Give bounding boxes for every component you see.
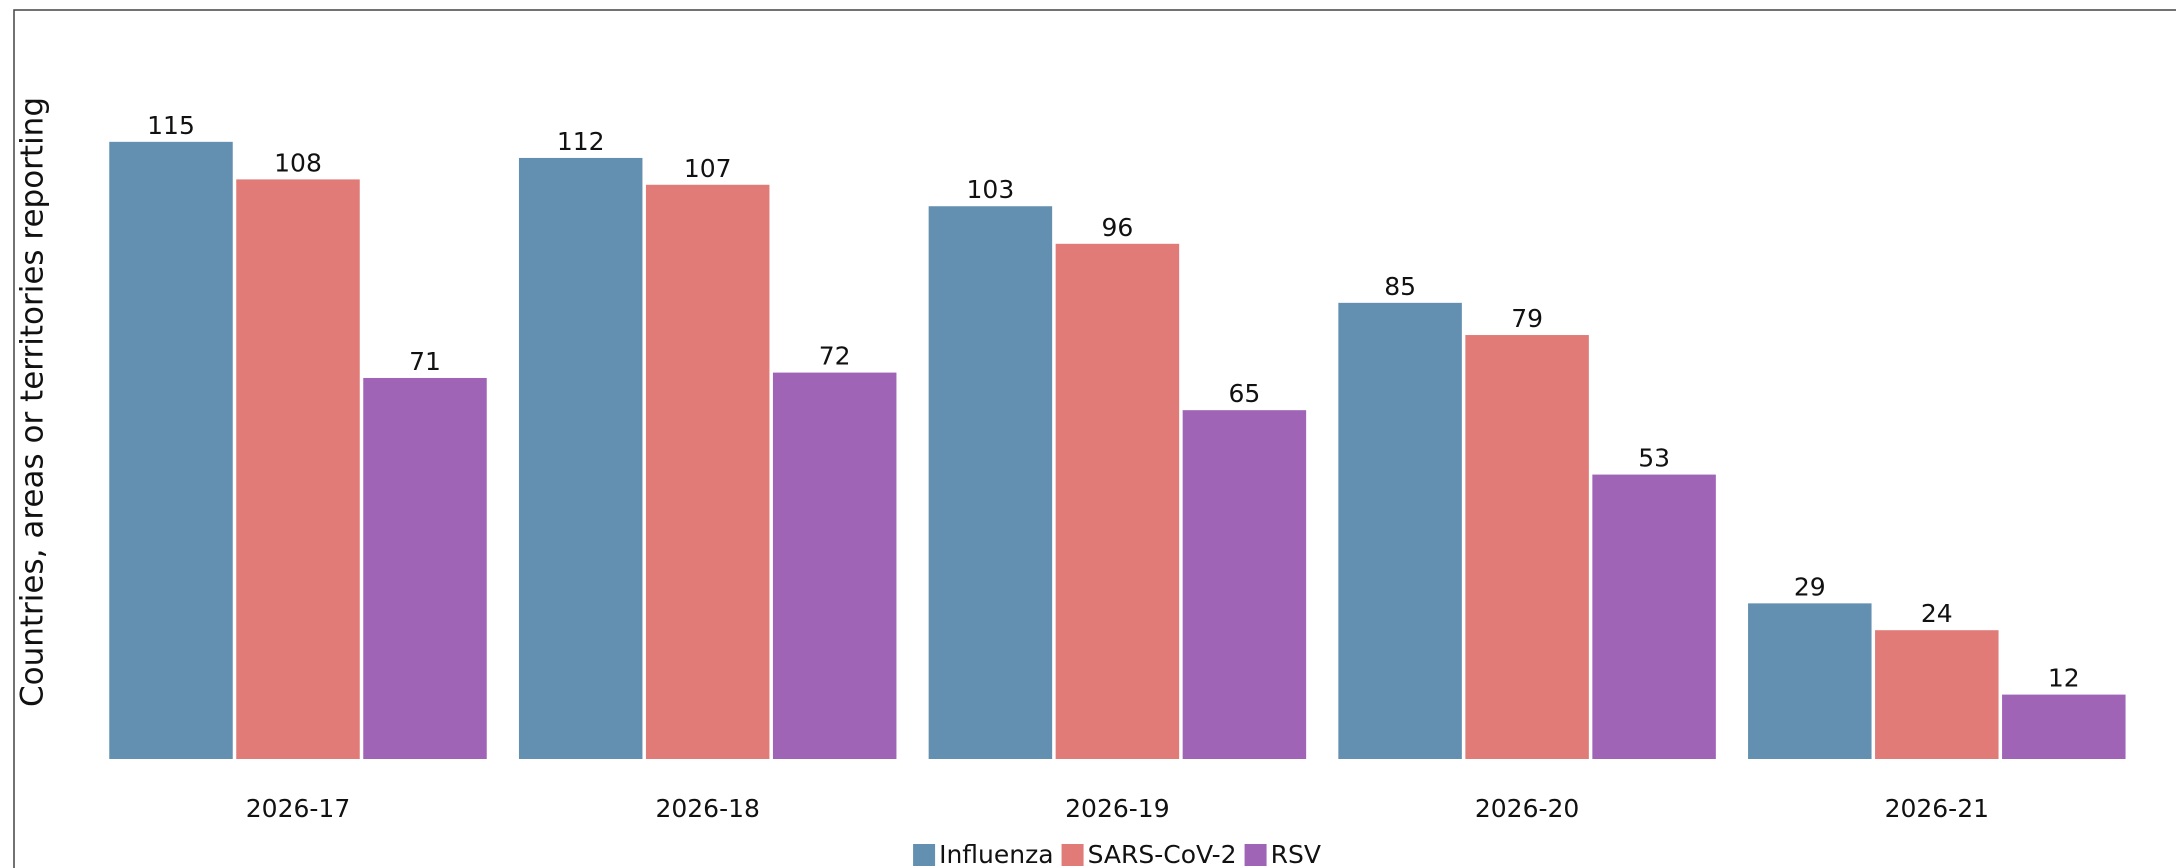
- data-label: 72: [819, 342, 851, 371]
- data-label: 65: [1228, 379, 1260, 408]
- bar: [772, 372, 897, 759]
- x-tick-label: 2026-20: [1475, 794, 1579, 823]
- legend-label: RSV: [1271, 840, 1321, 868]
- data-label: 115: [147, 111, 195, 140]
- data-label: 71: [409, 347, 441, 376]
- y-axis-label: Countries, areas or territories reportin…: [15, 97, 51, 707]
- bar: [1875, 630, 1999, 759]
- data-label: 103: [967, 175, 1015, 204]
- x-tick-label: 2026-19: [1065, 794, 1169, 823]
- bar: [1748, 603, 1872, 759]
- legend-label: SARS-CoV-2: [1088, 840, 1237, 868]
- bar: [645, 184, 770, 759]
- bar: [1465, 335, 1589, 759]
- bar: [1055, 243, 1180, 760]
- legend-swatch: [1244, 844, 1267, 866]
- legend-swatch: [1061, 844, 1084, 866]
- data-label: 24: [1921, 599, 1953, 628]
- x-tick-label: 2026-17: [246, 794, 350, 823]
- bar: [2002, 694, 2126, 759]
- bar: [1182, 410, 1307, 759]
- data-label: 12: [2048, 664, 2080, 693]
- data-label: 96: [1101, 213, 1133, 242]
- bar: [928, 206, 1053, 759]
- legend-label: Influenza: [939, 840, 1053, 868]
- bar: [363, 377, 487, 759]
- legend-swatch: [913, 844, 936, 866]
- data-label: 107: [684, 154, 732, 183]
- data-label: 79: [1511, 304, 1543, 333]
- bar: [518, 157, 643, 759]
- data-label: 29: [1794, 572, 1826, 601]
- data-label: 85: [1384, 272, 1416, 301]
- x-tick-label: 2026-18: [655, 794, 759, 823]
- data-label: 53: [1638, 444, 1670, 473]
- bar: [1338, 302, 1462, 759]
- frame: [13, 9, 2176, 868]
- bar: [109, 141, 233, 760]
- bar: [1592, 474, 1716, 759]
- data-label: 112: [557, 127, 605, 156]
- bar: [236, 179, 360, 759]
- x-tick-label: 2026-21: [1885, 794, 1989, 823]
- data-label: 108: [274, 148, 322, 177]
